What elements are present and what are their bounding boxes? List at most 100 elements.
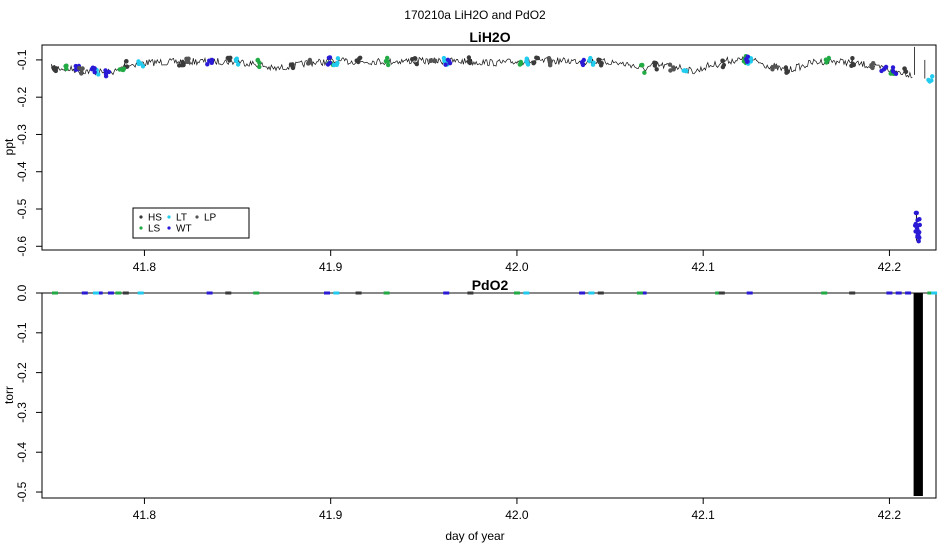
marker-wt (73, 63, 79, 69)
pdo2-y-axis: 0.0 -0.1 -0.2 -0.3 -0.4 -0.5 (15, 284, 42, 502)
spike-block (913, 293, 923, 496)
marker-wt (744, 57, 749, 62)
x-tick-label: 42.0 (505, 260, 529, 274)
marker-wt (640, 291, 647, 295)
marker-ls (383, 291, 390, 295)
series-line (50, 55, 913, 79)
marker-lp (428, 58, 434, 63)
y-tick-label: -0.3 (15, 402, 29, 423)
x-tick-label: 42.2 (878, 260, 902, 274)
pdo2-spike (913, 293, 923, 496)
marker-lp (667, 62, 673, 67)
marker-hs (652, 63, 658, 68)
marker-wt (579, 291, 586, 295)
marker-lp (79, 67, 84, 72)
marker-lt (441, 55, 447, 61)
marker-hs (849, 291, 856, 295)
marker-hs (52, 67, 57, 73)
marker-wt (209, 60, 214, 65)
marker-wt (581, 57, 586, 63)
marker-wt (914, 210, 919, 216)
marker-ls (115, 291, 122, 295)
marker-wt (746, 291, 753, 295)
marker-wt (106, 69, 112, 75)
marker-lt (233, 57, 239, 62)
legend-entry-ls: LS (139, 224, 161, 235)
marker-hs (531, 61, 536, 66)
marker-hs (414, 61, 419, 67)
marker-hs (288, 62, 294, 67)
x-tick-label: 41.8 (133, 260, 157, 274)
marker-hs (720, 58, 725, 63)
marker-lt (590, 62, 596, 67)
legend: HS LT LP LS WT (132, 207, 250, 239)
marker-hs (466, 55, 472, 60)
y-tick-label: -0.4 (15, 442, 29, 463)
y-tick-label: 0.0 (15, 284, 29, 301)
marker-ls (383, 59, 389, 64)
legend-entry-hs: HS (139, 213, 162, 224)
legend-label-wt: WT (176, 224, 192, 235)
y-tick-label: -0.3 (15, 124, 29, 145)
legend-label-ls: LS (148, 224, 161, 235)
x-tick-label: 41.8 (133, 508, 157, 522)
marker-lt (136, 61, 141, 67)
marker-hs (597, 291, 604, 295)
marker-wt (205, 62, 210, 67)
marker-wt (325, 62, 331, 67)
marker-wt (103, 74, 109, 79)
marker-wt (879, 68, 884, 74)
panel-pdo2-frame (41, 292, 937, 499)
marker-hs (354, 58, 359, 63)
marker-lt (96, 72, 101, 77)
lih2o-y-axis: -0.1 -0.2 -0.3 -0.4 -0.5 -0.6 (15, 49, 42, 257)
legend-marker-wt (167, 226, 171, 230)
lih2o-markers (51, 54, 935, 244)
marker-wt (96, 291, 103, 295)
figure-title: 170210a LiH2O and PdO2 (404, 8, 546, 22)
y-tick-label: -0.2 (15, 362, 29, 383)
y-tick-label: -0.1 (15, 49, 29, 70)
lih2o-ylabel: ppt (2, 138, 16, 155)
marker-wt (326, 55, 332, 60)
marker-wt (912, 223, 918, 228)
legend-entry-wt: WT (167, 224, 192, 235)
marker-lp (306, 61, 311, 66)
marker-ls (121, 67, 126, 73)
x-axis-label: day of year (445, 529, 504, 543)
marker-hs (783, 65, 789, 70)
marker-lt (587, 58, 592, 63)
marker-ls (385, 55, 390, 61)
marker-wt (206, 291, 213, 295)
legend-entry-lt: LT (167, 213, 187, 224)
marker-wt (73, 67, 79, 72)
marker-lp (79, 71, 84, 76)
marker-wt (324, 291, 330, 295)
marker-hs (718, 291, 725, 295)
marker-hs (122, 291, 129, 295)
marker-hs (850, 56, 855, 61)
y-tick-label: -0.4 (15, 161, 29, 182)
marker-lp (432, 58, 437, 64)
marker-ls (52, 291, 58, 295)
panel-lih2o-frame (41, 44, 937, 251)
panel-pdo2-title: PdO2 (472, 277, 509, 293)
marker-lt (235, 62, 241, 67)
marker-ls (821, 291, 828, 295)
marker-lt (523, 291, 530, 295)
legend-marker-hs (139, 215, 143, 219)
marker-wt (905, 291, 912, 295)
marker-wt (917, 235, 922, 240)
marker-hs (785, 69, 790, 75)
marker-lt (93, 291, 99, 295)
marker-hs (596, 58, 602, 63)
marker-wt (103, 68, 108, 73)
marker-wt (915, 217, 920, 223)
marker-ls (255, 57, 261, 63)
marker-lp (671, 67, 676, 72)
legend-label-lt: LT (176, 213, 187, 224)
marker-lt (525, 60, 530, 66)
x-tick-label: 42.1 (692, 260, 716, 274)
marker-hs (902, 66, 907, 71)
